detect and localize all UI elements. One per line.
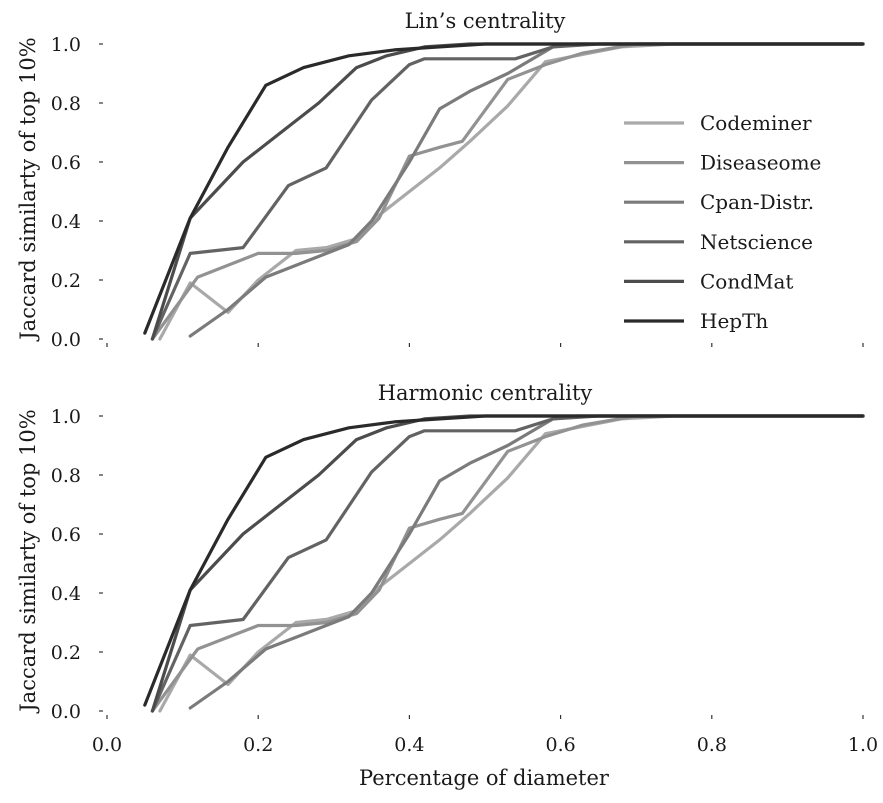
x-tick-label: 0.0: [92, 734, 122, 756]
x-axis-label: Percentage of diameter: [359, 766, 610, 790]
legend-label-diseaseome: Diseaseome: [700, 151, 821, 175]
x-tick-label: 0.4: [394, 734, 424, 756]
panel-title: Harmonic centrality: [378, 381, 593, 405]
y-tick-label: 1.0: [51, 406, 81, 428]
y-tick-label: 1.0: [51, 34, 81, 56]
panel-title: Lin’s centrality: [405, 9, 566, 33]
panel-lins-centrality: Lin’s centrality 0.0 0.2 0.4 0.6 0.8 1.0 Jaccar…: [16, 9, 865, 351]
y-tick-label: 0.8: [51, 93, 81, 115]
series-line-hepth: [143, 42, 865, 335]
x-tick-label: 1.0: [848, 734, 878, 756]
series-line-diseaseome: [150, 42, 865, 341]
y-tick-label: 0.4: [51, 583, 81, 605]
legend-label-hepth: HepTh: [700, 309, 768, 333]
y-tick-label: 0.6: [51, 152, 81, 174]
y-tick-label: 0.0: [51, 701, 81, 723]
y-tick-label: 0.4: [51, 211, 81, 233]
legend: Codeminer Diseaseome Cpan-Distr. Netscience…: [624, 111, 821, 333]
legend-label-codeminer: Codeminer: [700, 111, 812, 135]
x-tick-label: 0.8: [697, 734, 727, 756]
x-tick-label: 0.6: [545, 734, 575, 756]
y-tick-label: 0.8: [51, 465, 81, 487]
series-line-netscience: [150, 414, 865, 713]
y-axis-label: Jaccard similarty of top 10%: [16, 37, 40, 341]
series-line-cpan-distr: [188, 414, 865, 710]
series-line-hepth: [143, 414, 865, 707]
panel-harmonic-centrality: Harmonic centrality 0.0 0.2 0.4 0.6 0.8 1.0 0.0…: [16, 381, 878, 756]
series-line-condmat: [150, 414, 865, 713]
y-tick-label: 0.6: [51, 524, 81, 546]
legend-label-cpan-distr: Cpan-Distr.: [700, 190, 814, 214]
y-tick-label: 0.0: [51, 329, 81, 351]
legend-label-condmat: CondMat: [700, 269, 793, 293]
y-tick-label: 0.2: [51, 270, 81, 292]
y-tick-label: 0.2: [51, 642, 81, 664]
legend-label-netscience: Netscience: [700, 230, 813, 254]
series-line-netscience: [150, 42, 865, 341]
x-tick-label: 0.2: [243, 734, 273, 756]
series-line-diseaseome: [150, 414, 865, 713]
y-axis-label: Jaccard similarty of top 10%: [16, 409, 40, 713]
